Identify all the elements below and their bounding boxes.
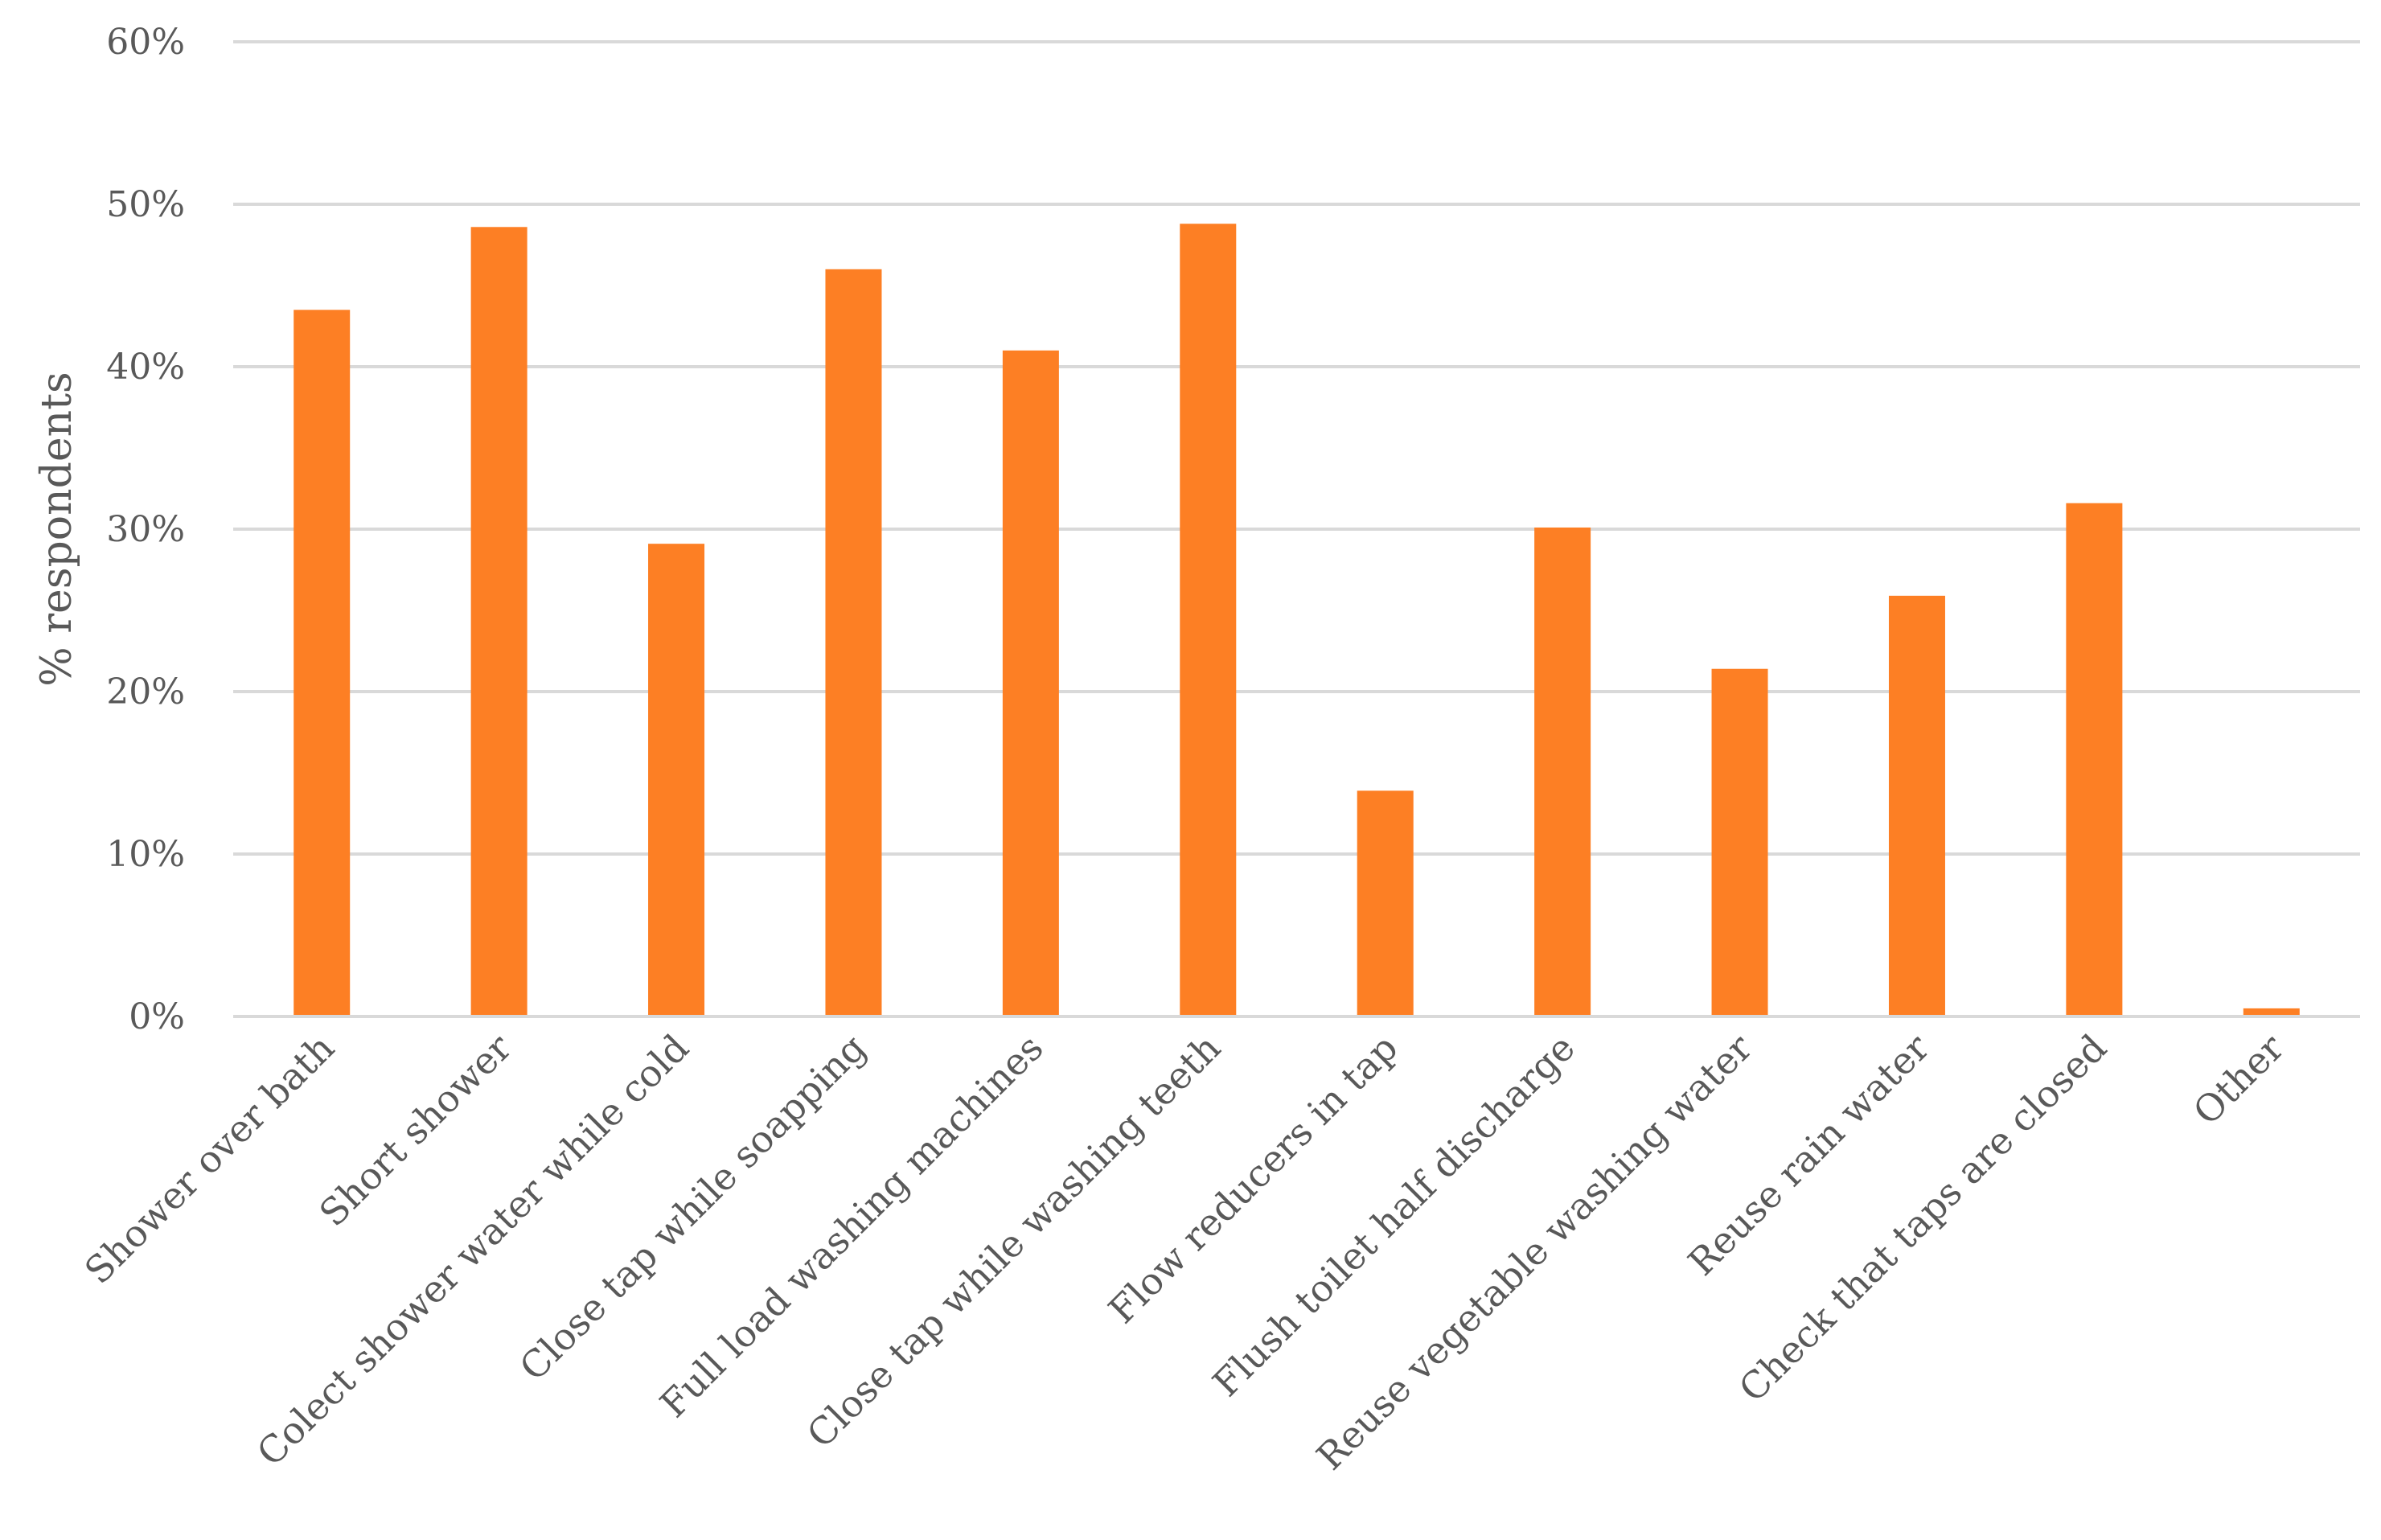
x-category-label: Other	[2185, 1026, 2293, 1134]
y-axis-title: % respondents	[33, 372, 81, 686]
y-tick-label: 60%	[106, 22, 185, 63]
bars	[294, 224, 2300, 1016]
gridlines	[233, 40, 2360, 856]
bar	[1002, 350, 1059, 1016]
x-category-label: Shower over bath	[76, 1026, 343, 1292]
y-tick-label: 20%	[106, 671, 185, 713]
bar	[825, 269, 882, 1016]
bar	[470, 227, 528, 1016]
y-axis-ticks: 0% 10% 20% 30% 40% 50% 60%	[106, 22, 185, 1037]
bar	[1180, 224, 1237, 1016]
bar	[1888, 595, 1945, 1016]
bar	[2243, 1008, 2300, 1016]
y-tick-label: 50%	[106, 184, 185, 225]
bar	[1534, 527, 1591, 1016]
x-category-label: Flush toilet half discharge	[1204, 1026, 1583, 1405]
x-category-label: Close tap while soapping	[511, 1026, 875, 1390]
y-tick-label: 0%	[129, 996, 185, 1037]
bar	[294, 310, 351, 1016]
bar	[1357, 791, 1414, 1016]
y-tick-label: 10%	[106, 834, 185, 875]
x-category-label: Flow reducers in tap	[1100, 1026, 1406, 1333]
bar	[648, 544, 705, 1016]
y-tick-label: 30%	[106, 509, 185, 550]
x-category-label: Full load washing machines	[651, 1026, 1051, 1426]
y-tick-label: 40%	[106, 347, 185, 388]
bar	[2066, 503, 2123, 1016]
bar	[1711, 668, 1768, 1016]
x-category-label: Check that taps are closed	[1730, 1026, 2115, 1411]
